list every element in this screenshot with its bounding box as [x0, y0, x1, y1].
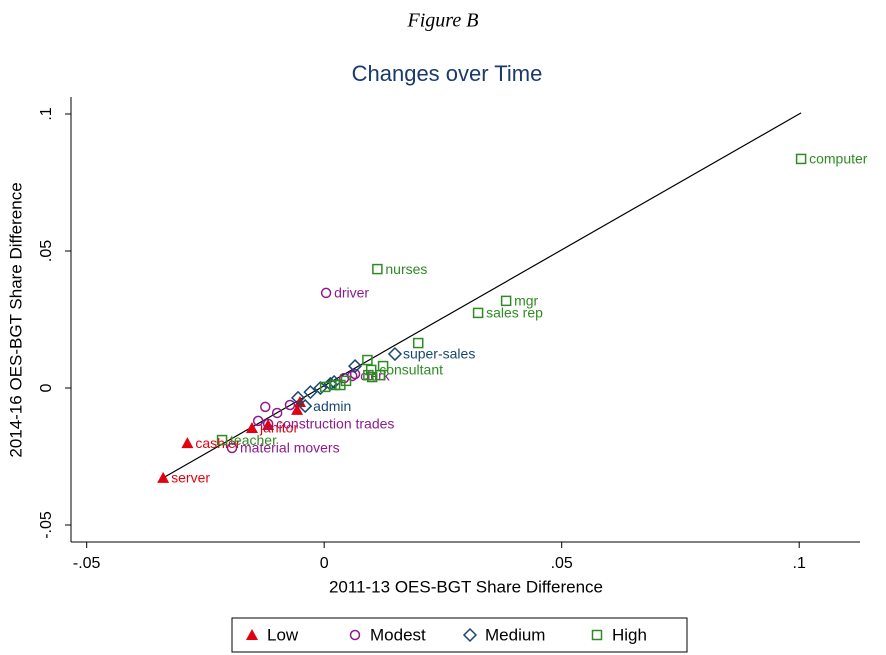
y-tick-label: -.05 — [38, 511, 55, 539]
point — [335, 379, 346, 391]
point-label: sales rep — [486, 305, 543, 321]
point-label: driver — [334, 285, 369, 301]
point — [262, 418, 274, 430]
point — [320, 287, 332, 299]
legend-marker — [349, 629, 361, 641]
point — [372, 263, 383, 275]
point — [260, 401, 271, 413]
point — [412, 337, 424, 349]
point — [291, 403, 304, 415]
point-label: server — [171, 470, 210, 486]
point — [319, 381, 331, 393]
point-label: construction trades — [276, 416, 394, 432]
legend-marker — [246, 629, 258, 640]
legend-label: Medium — [485, 625, 545, 644]
y-axis-title: 2014-16 OES-BGT Share Difference — [6, 182, 25, 457]
point-label: super-sales — [403, 346, 475, 362]
y-tick-label: .05 — [38, 240, 55, 262]
x-tick-label: .1 — [793, 555, 806, 572]
y-tick-label: 0 — [38, 383, 55, 392]
point-label: mgr — [514, 293, 538, 309]
point — [290, 390, 306, 405]
point-label: admin — [313, 398, 351, 414]
y-tick-label: .1 — [38, 107, 55, 120]
point — [313, 380, 328, 396]
point — [216, 434, 228, 446]
point — [349, 368, 361, 380]
reference-line — [162, 112, 802, 479]
x-axis-title: 2011-13 OES-BGT Share Difference — [329, 577, 603, 596]
point — [226, 442, 238, 454]
point — [374, 369, 386, 381]
point-label: nurses — [385, 261, 427, 277]
point — [284, 399, 296, 411]
point — [500, 295, 512, 307]
point — [363, 369, 374, 381]
figure-label: Figure B — [407, 10, 479, 32]
point — [795, 153, 807, 165]
legend-marker — [462, 627, 478, 643]
x-tick-label: .05 — [551, 555, 573, 572]
legend-label: High — [612, 625, 647, 644]
point-label: material movers — [240, 440, 340, 456]
x-tick-label: 0 — [320, 555, 329, 572]
point — [298, 399, 313, 414]
point — [472, 307, 484, 319]
legend-label: Modest — [370, 625, 426, 644]
point-label: consultant — [379, 362, 443, 378]
legend-box — [231, 617, 688, 653]
legend-label: Low — [267, 625, 299, 644]
point — [245, 422, 258, 434]
point — [181, 437, 194, 449]
point — [303, 385, 318, 400]
point — [252, 415, 264, 427]
point — [362, 354, 373, 366]
point-label: teacher — [230, 432, 277, 448]
point — [387, 346, 403, 362]
chart-title: Changes over Time — [352, 61, 543, 86]
point — [347, 359, 363, 374]
x-tick-label: -.05 — [73, 555, 101, 572]
point — [271, 407, 283, 419]
point-label: computer — [809, 151, 868, 167]
point — [157, 471, 170, 483]
legend-marker — [591, 629, 603, 641]
